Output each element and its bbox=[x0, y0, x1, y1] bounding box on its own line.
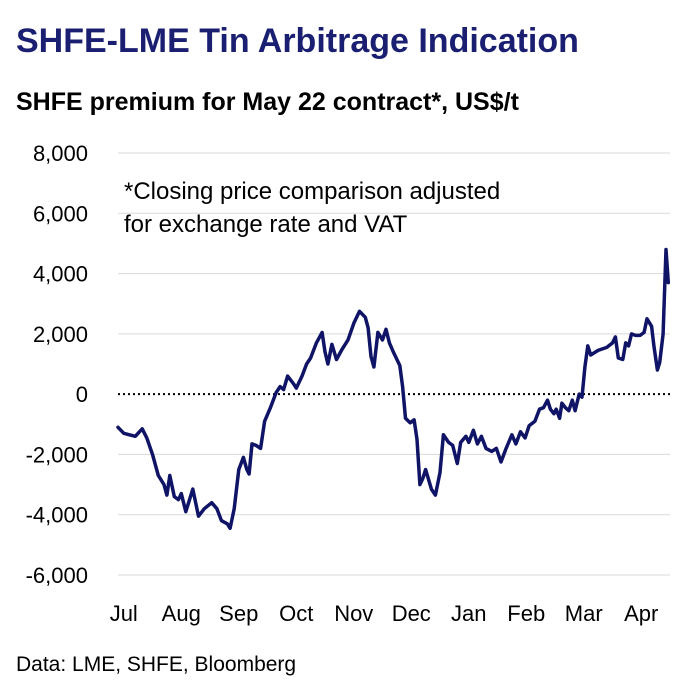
chart-title: SHFE-LME Tin Arbitrage Indication bbox=[16, 22, 579, 60]
x-tick-label: Apr bbox=[624, 601, 658, 626]
annotation-line: for exchange rate and VAT bbox=[124, 211, 408, 238]
chart-subtitle: SHFE premium for May 22 contract*, US$/t bbox=[16, 88, 519, 116]
x-tick-label: Nov bbox=[334, 601, 373, 626]
grid-lines bbox=[118, 152, 670, 576]
x-tick-label: Aug bbox=[162, 601, 201, 626]
x-tick-label: Feb bbox=[507, 601, 545, 626]
x-tick-label: Mar bbox=[565, 601, 603, 626]
x-axis-ticks: Jul Aug Sep Oct Nov Dec Jan Feb Mar Apr bbox=[110, 601, 659, 626]
chart-annotation: *Closing price comparison adjusted for ex… bbox=[124, 178, 500, 238]
x-tick-label: Sep bbox=[219, 601, 258, 626]
y-axis-ticks: 8,000 6,000 4,000 2,000 0 -2,000 -4,000 -6,000 bbox=[26, 141, 88, 588]
y-tick-label: 6,000 bbox=[33, 201, 88, 226]
series-layer bbox=[116, 247, 671, 531]
y-tick-label: -4,000 bbox=[26, 503, 88, 528]
series-line bbox=[116, 247, 671, 531]
x-tick-label: Oct bbox=[279, 601, 313, 626]
y-tick-label: -6,000 bbox=[26, 563, 88, 588]
x-tick-label: Jan bbox=[451, 601, 486, 626]
y-tick-label: 0 bbox=[76, 382, 88, 407]
source-note: Data: LME, SHFE, Bloomberg bbox=[16, 653, 297, 676]
y-tick-label: 8,000 bbox=[33, 141, 88, 166]
x-tick-label: Dec bbox=[392, 601, 431, 626]
y-tick-label: 2,000 bbox=[33, 322, 88, 347]
y-tick-label: 4,000 bbox=[33, 262, 88, 287]
x-tick-label: Jul bbox=[110, 601, 138, 626]
y-tick-label: -2,000 bbox=[26, 442, 88, 467]
annotation-line: *Closing price comparison adjusted bbox=[124, 178, 500, 205]
